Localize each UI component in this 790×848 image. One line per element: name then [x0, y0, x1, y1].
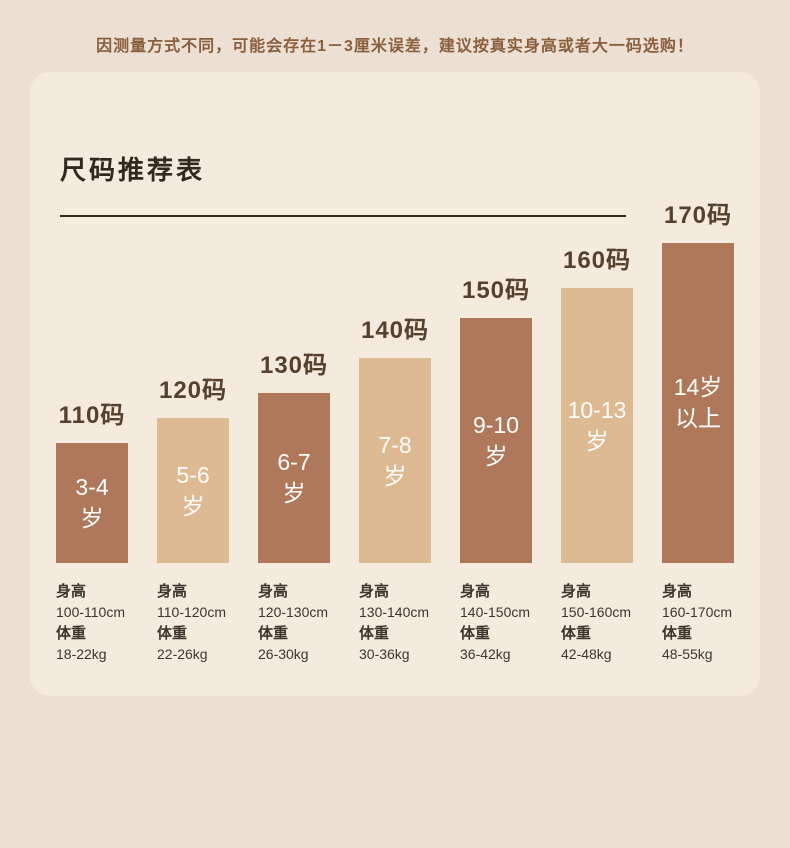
size-info: 身高 160-170cm 体重 48-55kg [662, 581, 734, 665]
size-info: 身高 100-110cm 体重 18-22kg [56, 581, 128, 665]
weight-value: 30-36kg [359, 646, 410, 662]
size-column: 170码 14岁 以上 身高 160-170cm 体重 48-55kg [662, 201, 734, 665]
height-label: 身高 [258, 583, 289, 600]
height-label: 身高 [662, 583, 693, 600]
size-bar: 10-13 岁 [561, 288, 633, 563]
size-info: 身高 130-140cm 体重 30-36kg [359, 581, 431, 665]
weight-value: 36-42kg [460, 646, 511, 662]
size-column: 120码 5-6 岁 身高 110-120cm 体重 22-26kg [157, 376, 229, 665]
weight-value: 18-22kg [56, 646, 107, 662]
size-label: 130码 [259, 352, 329, 379]
page-title: 尺码推荐表 [60, 155, 206, 185]
notice-text: 因测量方式不同，可能会存在1－3厘米误差，建议按真实身高或者大一码选购！ [96, 38, 694, 55]
height-label: 身高 [561, 583, 592, 600]
age-label: 9-10 岁 [472, 411, 520, 469]
age-label: 3-4 岁 [75, 474, 109, 531]
height-value: 100-110cm [56, 604, 126, 620]
weight-value: 22-26kg [157, 646, 208, 662]
title-underline [60, 215, 626, 217]
size-info: 身高 140-150cm 体重 36-42kg [460, 581, 532, 665]
size-chart-card: 尺码推荐表 110码 3-4 岁 身高 100-110cm 体重 18-22kg… [30, 72, 760, 696]
weight-value: 48-55kg [662, 646, 713, 662]
size-info: 身高 120-130cm 体重 26-30kg [258, 581, 330, 665]
age-label: 14岁 以上 [673, 374, 723, 431]
weight-label: 体重 [460, 625, 491, 642]
size-column: 130码 6-7 岁 身高 120-130cm 体重 26-30kg [258, 351, 330, 665]
age-label: 10-13 岁 [567, 396, 627, 454]
size-label: 120码 [158, 377, 228, 404]
size-label: 160码 [562, 247, 632, 274]
height-label: 身高 [460, 583, 491, 600]
height-label: 身高 [56, 583, 87, 600]
weight-label: 体重 [258, 625, 289, 642]
height-value: 110-120cm [157, 604, 227, 620]
size-column: 140码 7-8 岁 身高 130-140cm 体重 30-36kg [359, 316, 431, 665]
weight-label: 体重 [662, 625, 693, 642]
size-bar: 3-4 岁 [56, 443, 128, 563]
size-info: 身高 150-160cm 体重 42-48kg [561, 581, 633, 665]
size-bar: 7-8 岁 [359, 358, 431, 563]
size-bar: 5-6 岁 [157, 418, 229, 563]
height-value: 130-140cm [359, 604, 430, 620]
weight-label: 体重 [359, 625, 390, 642]
weight-label: 体重 [56, 625, 87, 642]
weight-label: 体重 [157, 625, 188, 642]
size-label: 140码 [360, 317, 430, 344]
age-label: 7-8 岁 [378, 431, 412, 489]
size-column: 160码 10-13 岁 身高 150-160cm 体重 42-48kg [561, 246, 633, 665]
height-value: 150-160cm [561, 604, 632, 620]
age-label: 5-6 岁 [176, 461, 210, 519]
size-bar: 6-7 岁 [258, 393, 330, 563]
size-label: 110码 [58, 402, 126, 429]
size-bar: 9-10 岁 [460, 318, 532, 563]
weight-label: 体重 [561, 625, 592, 642]
height-value: 140-150cm [460, 604, 531, 620]
height-value: 120-130cm [258, 604, 329, 620]
size-column: 150码 9-10 岁 身高 140-150cm 体重 36-42kg [460, 276, 532, 665]
size-label: 150码 [461, 277, 531, 304]
size-bar: 14岁 以上 [662, 243, 734, 563]
size-label: 170码 [663, 202, 733, 229]
height-label: 身高 [157, 583, 188, 600]
size-bar-chart: 110码 3-4 岁 身高 100-110cm 体重 18-22kg 120码 … [56, 201, 734, 665]
size-column: 110码 3-4 岁 身高 100-110cm 体重 18-22kg [56, 401, 128, 665]
weight-value: 42-48kg [561, 646, 612, 662]
age-label: 6-7 岁 [277, 449, 311, 506]
height-value: 160-170cm [662, 604, 733, 620]
height-label: 身高 [359, 583, 390, 600]
size-info: 身高 110-120cm 体重 22-26kg [157, 581, 229, 665]
weight-value: 26-30kg [258, 646, 309, 662]
